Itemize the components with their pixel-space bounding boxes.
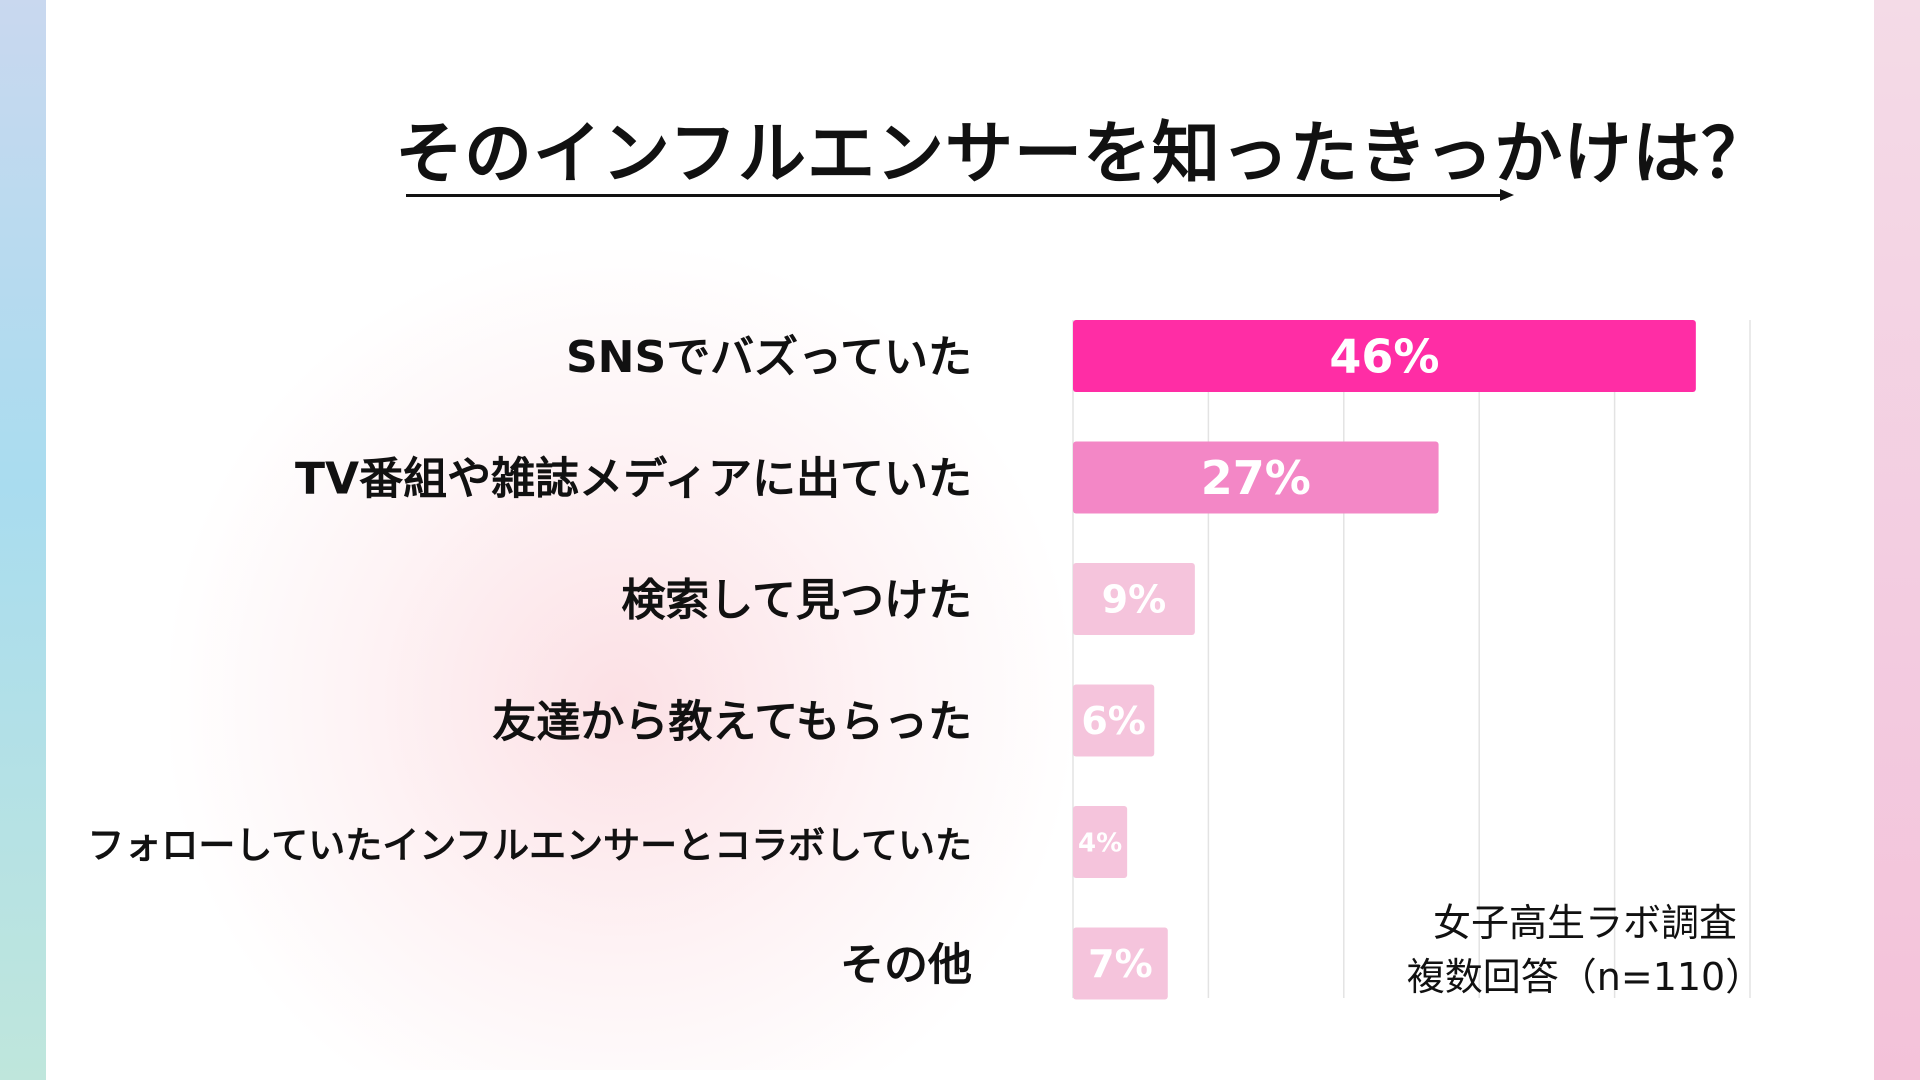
value-label: 6% [1081,699,1146,743]
title-arrow-head [1500,189,1514,201]
bar [1073,441,1439,514]
value-label: 4% [1078,828,1122,858]
bars [1073,320,1696,1000]
bar [1073,927,1168,1000]
category-label: その他 [840,940,972,991]
value-label: 9% [1102,578,1167,622]
right-gradient-edge [1874,0,1920,1080]
source-line-2: 複数回答（n=110） [1406,955,1764,999]
category-label: フォローしていたインフルエンサーとコラボしていた [87,824,972,867]
source-line-1: 女子高生ラボ調査 [1432,901,1737,945]
value-label: 46% [1329,330,1439,384]
grid-lines [1072,320,1751,998]
bar [1073,806,1128,878]
category-label: TV番組や雑誌メディアに出ていた [295,454,972,505]
left-gradient-edge [0,0,46,1080]
bar [1073,320,1696,392]
category-label: 検索して見つけた [621,575,972,626]
category-label: SNSでバズっていた [566,332,972,383]
background-glow [170,250,1070,1070]
value-labels: 46% 27% 9% 6% 4% 7% [1078,330,1439,987]
category-labels: SNSでバズっていた TV番組や雑誌メディアに出ていた検索して見つけた友達から教え… [87,332,972,991]
bar [1073,563,1195,635]
title-underline [406,194,1506,197]
category-label: 友達から教えてもらった [492,697,972,748]
bar [1073,684,1155,757]
value-label: 7% [1088,942,1153,986]
value-label: 27% [1201,451,1311,505]
survey-source-note: 女子高生ラボ調査 複数回答（n=110） [1400,896,1770,1004]
